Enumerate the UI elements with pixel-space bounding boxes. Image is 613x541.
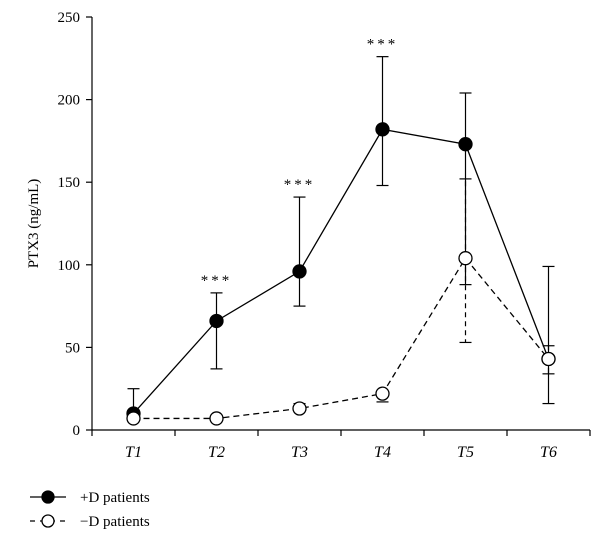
y-axis-label: PTX3 (ng/mL) (26, 179, 42, 269)
legend-label: +D patients (80, 490, 150, 506)
data-point-series-1 (458, 251, 473, 266)
legend-marker-1 (41, 514, 55, 528)
data-point-series-0 (292, 264, 307, 279)
x-tick-label: T3 (291, 444, 308, 461)
series-lines (133, 128, 550, 420)
data-point-series-1 (209, 411, 224, 426)
y-tick-label: 50 (65, 340, 80, 356)
legend-label: −D patients (80, 514, 150, 530)
series-line-0 (133, 128, 550, 414)
x-tick-label: T6 (540, 444, 557, 461)
data-point-series-1 (126, 411, 141, 426)
y-tick-label: 150 (58, 175, 81, 191)
data-point-series-0 (209, 313, 224, 329)
y-tick-label: 100 (58, 258, 81, 274)
y-tick-label: 250 (58, 10, 81, 26)
significance-stars: *** (367, 37, 399, 53)
series-line-1 (133, 257, 550, 420)
x-tick-label: T4 (374, 444, 391, 461)
x-tick-label: T5 (457, 444, 474, 461)
y-tick-label: 200 (58, 93, 81, 109)
x-ticks: T1 T2 T3 T4 T5 T6 (91, 430, 591, 461)
legend-marker-0 (41, 490, 55, 504)
x-tick-label: T2 (208, 444, 225, 461)
significance-annotations: *** *** *** (201, 37, 399, 289)
legend: +D patients −D patients (30, 490, 150, 530)
significance-stars: *** (284, 177, 316, 193)
data-points (126, 122, 556, 426)
error-bars (127, 56, 555, 414)
data-point-series-1 (292, 401, 307, 416)
significance-stars: *** (201, 273, 233, 289)
data-point-series-0 (458, 137, 473, 152)
data-point-series-1 (541, 351, 556, 367)
data-point-series-1 (375, 386, 390, 401)
y-tick-label: 0 (73, 423, 81, 439)
axes (91, 17, 590, 431)
data-point-series-0 (375, 122, 390, 137)
x-tick-label: T1 (125, 444, 142, 461)
y-ticks: 0 50 100 150 200 250 (58, 10, 92, 439)
